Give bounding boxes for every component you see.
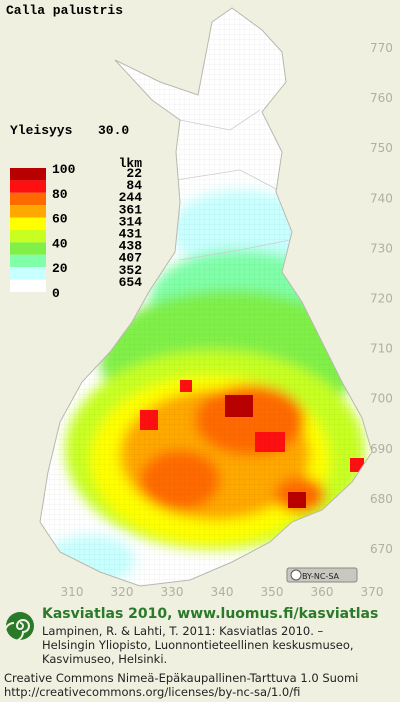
license-badge: BY-NC-SA bbox=[286, 567, 358, 583]
frequency-label: Yleisyys bbox=[10, 123, 73, 138]
legend-count: 22 bbox=[126, 166, 142, 181]
logo bbox=[4, 612, 34, 642]
northing-label: 680 bbox=[370, 492, 393, 506]
legend-count: 438 bbox=[119, 239, 143, 254]
northing-label: 730 bbox=[370, 241, 393, 255]
legend-swatch bbox=[10, 217, 46, 230]
license-line: http://creativecommons.org/licenses/by-n… bbox=[4, 685, 300, 699]
northing-label: 720 bbox=[370, 292, 393, 306]
legend-swatch bbox=[10, 180, 46, 193]
country-outline bbox=[39, 7, 373, 587]
easting-label: 340 bbox=[211, 585, 234, 599]
easting-label: 370 bbox=[361, 585, 384, 599]
legend-class-label: 0 bbox=[52, 286, 60, 301]
legend-swatch bbox=[10, 230, 46, 243]
map bbox=[40, 8, 372, 586]
legend-class-label: 100 bbox=[52, 162, 76, 177]
map-ticks: 770 760 750 740 730 720 710 700 690 680 670 310 320 3… bbox=[61, 41, 393, 599]
legend-count: 654 bbox=[119, 275, 143, 290]
legend-swatch bbox=[10, 168, 46, 181]
northing-label: 770 bbox=[370, 41, 393, 55]
legend-swatch bbox=[10, 192, 46, 206]
easting-label: 320 bbox=[111, 585, 134, 599]
citation-line: Helsingin Yliopisto, Luonnontieteellinen… bbox=[42, 638, 354, 652]
frequency-value: 30.0 bbox=[98, 123, 129, 138]
legend-class-label: 60 bbox=[52, 212, 68, 227]
northing-label: 760 bbox=[370, 91, 393, 105]
legend-class-label: 80 bbox=[52, 187, 68, 202]
legend-count: 361 bbox=[119, 202, 143, 217]
northing-label: 700 bbox=[370, 392, 393, 406]
license-badge-text: BY-NC-SA bbox=[302, 572, 340, 581]
legend-swatch bbox=[10, 242, 46, 255]
northing-label: 670 bbox=[370, 542, 393, 556]
easting-label: 360 bbox=[311, 585, 334, 599]
easting-label: 350 bbox=[261, 585, 284, 599]
legend-count: 431 bbox=[119, 227, 143, 242]
easting-label: 330 bbox=[161, 585, 184, 599]
legend-count: 352 bbox=[119, 263, 143, 278]
legend-class-label: 40 bbox=[52, 236, 68, 251]
legend-swatch bbox=[10, 279, 46, 292]
license-line: Creative Commons Nimeä-Epäkaupallinen-Ta… bbox=[4, 671, 358, 685]
northing-label: 750 bbox=[370, 141, 393, 155]
count-header: lkm bbox=[119, 156, 143, 171]
legend-swatch bbox=[10, 267, 46, 280]
northing-label: 690 bbox=[370, 442, 393, 456]
legend-count: 84 bbox=[126, 178, 142, 193]
legend-class-label: 20 bbox=[52, 261, 68, 276]
legend-swatch bbox=[10, 254, 46, 268]
northing-label: 740 bbox=[370, 191, 393, 205]
citation-line: Lampinen, R. & Lahti, T. 2011: Kasviatla… bbox=[42, 624, 324, 638]
footer-heading: Kasviatlas 2010, www.luomus.fi/kasviatla… bbox=[42, 606, 378, 622]
northing-label: 710 bbox=[370, 342, 393, 356]
legend-swatch bbox=[10, 205, 46, 218]
species-title: Calla palustris bbox=[6, 3, 123, 18]
easting-label: 310 bbox=[61, 585, 84, 599]
citation-line: Kasvimuseo, Helsinki. bbox=[42, 652, 167, 666]
legend-count: 407 bbox=[119, 251, 142, 266]
legend-count: 314 bbox=[119, 214, 143, 229]
legend-count: 244 bbox=[119, 190, 143, 205]
